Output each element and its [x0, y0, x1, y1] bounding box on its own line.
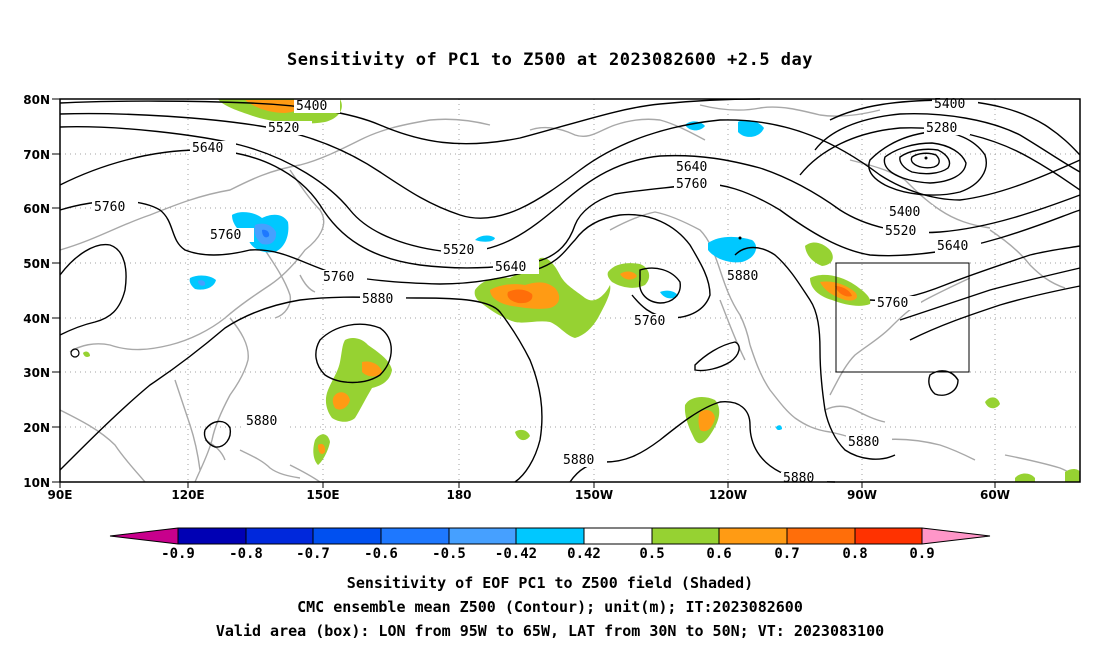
- colorbar-swatch: [855, 528, 922, 544]
- contour-label: 5520: [268, 121, 299, 136]
- colorbar-swatch: [381, 528, 449, 544]
- footer-line-1: Sensitivity of EOF PC1 to Z500 field (Sh…: [346, 574, 754, 592]
- colorbar-swatch: [449, 528, 516, 544]
- colorbar-label: 0.9: [909, 546, 934, 562]
- contour-label: 5280: [926, 121, 957, 136]
- lat-tick-label: 80N: [23, 93, 50, 107]
- contour-label: 5520: [443, 243, 474, 258]
- lon-tick-label: 90E: [48, 488, 73, 502]
- footer-line-3: Valid area (box): LON from 95W to 65W, L…: [215, 622, 885, 640]
- contour-label: 5520: [885, 224, 916, 239]
- contour-label: 5880: [727, 269, 758, 284]
- lon-tick-label: 150W: [575, 488, 613, 502]
- colorbar-swatch: [787, 528, 855, 544]
- low-center-dot: [924, 156, 928, 160]
- figure-title: Sensitivity of PC1 to Z500 at 2023082600…: [286, 50, 813, 70]
- colorbar-label: 0.6: [706, 546, 731, 562]
- valid-area-box: [835, 262, 970, 373]
- colorbar-label: 0.5: [639, 546, 664, 562]
- colorbar-swatch: [246, 528, 313, 544]
- lon-tick-label: 90W: [847, 488, 877, 502]
- tick-marks: [52, 98, 996, 488]
- colorbar-label: -0.42: [495, 546, 537, 562]
- colorbar: -0.9 -0.8 -0.7 -0.6 -0.5 -0.42 0.42 0.5 …: [109, 527, 991, 562]
- point-marker: [738, 236, 742, 240]
- contour-labels: 5400 5520 5640 5760 5760 5400 5280 5400 …: [92, 97, 981, 486]
- contour-label: 5400: [889, 205, 920, 220]
- contour-label: 5880: [362, 292, 393, 307]
- contour-label: 5880: [246, 414, 277, 429]
- colorbar-left-triangle: [110, 528, 178, 544]
- lat-tick-label: 50N: [23, 257, 50, 271]
- contour-label: 5640: [676, 160, 707, 175]
- colorbar-label: -0.7: [296, 546, 330, 562]
- colorbar-label: -0.8: [229, 546, 263, 562]
- contour-label: 5880: [848, 435, 879, 450]
- contour-label: 5880: [563, 453, 594, 468]
- lat-tick-label: 10N: [23, 476, 50, 490]
- lat-axis: 80N 70N 60N 50N 40N 30N 20N 10N: [23, 93, 50, 490]
- colorbar-swatch: [178, 528, 246, 544]
- lon-tick-label: 120W: [709, 488, 747, 502]
- colorbar-label: 0.7: [774, 546, 799, 562]
- contour-label: 5760: [94, 200, 125, 215]
- contour-label: 5880: [783, 471, 814, 486]
- lon-tick-label: 120E: [171, 488, 204, 502]
- colorbar-label: -0.5: [432, 546, 466, 562]
- lat-tick-label: 30N: [23, 366, 50, 380]
- contour-label: 5640: [495, 260, 526, 275]
- contour-label: 5760: [676, 177, 707, 192]
- contour-label: 5640: [192, 141, 223, 156]
- colorbar-swatch: [719, 528, 787, 544]
- small-contour-ring: [70, 348, 80, 358]
- lat-tick-label: 40N: [23, 312, 50, 326]
- colorbar-swatch: [652, 528, 719, 544]
- contour-label: 5640: [937, 239, 968, 254]
- footer-line-2: CMC ensemble mean Z500 (Contour); unit(m…: [297, 598, 803, 616]
- lon-tick-label: 180: [446, 488, 471, 502]
- lat-tick-label: 20N: [23, 421, 50, 435]
- contour-label: 5400: [934, 97, 965, 112]
- colorbar-swatch: [584, 528, 652, 544]
- contour-label: 5760: [323, 270, 354, 285]
- lon-tick-label: 150E: [306, 488, 339, 502]
- lat-tick-label: 70N: [23, 148, 50, 162]
- colorbar-right-triangle: [922, 528, 990, 544]
- colorbar-label: -0.6: [364, 546, 398, 562]
- contour-label: 5760: [210, 228, 241, 243]
- lat-tick-label: 60N: [23, 202, 50, 216]
- contour-label: 5400: [296, 99, 327, 114]
- colorbar-label: 0.8: [842, 546, 867, 562]
- lon-axis: 90E 120E 150E 180 150W 120W 90W 60W: [48, 488, 1010, 502]
- colorbar-swatch: [313, 528, 381, 544]
- colorbar-label: -0.9: [161, 546, 195, 562]
- colorbar-swatch: [516, 528, 584, 544]
- lon-tick-label: 60W: [980, 488, 1010, 502]
- contour-label: 5760: [634, 314, 665, 329]
- map-frame: [59, 98, 1081, 483]
- colorbar-label: 0.42: [567, 546, 601, 562]
- contour-label: 5760: [877, 296, 908, 311]
